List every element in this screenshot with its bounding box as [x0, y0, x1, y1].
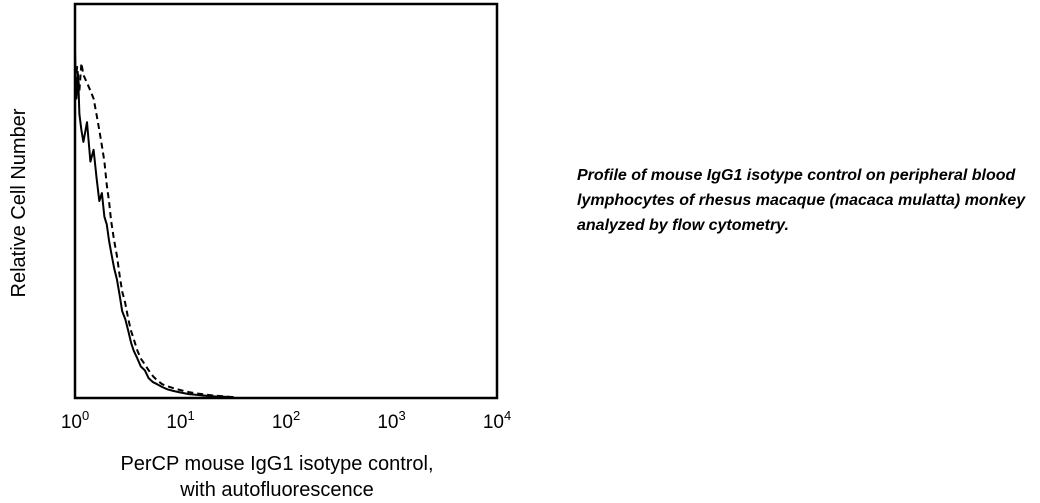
x-tick-label: 103	[377, 408, 405, 433]
x-tick-label: 100	[61, 408, 89, 433]
x-tick-labels: 100 101 102 103 104	[61, 408, 511, 433]
histogram-chart: 100 101 102 103 104 Relative Cell Number Per…	[8, 2, 511, 501]
plot-frame	[73, 2, 499, 400]
x-axis-label-line-1: PerCP mouse IgG1 isotype control,	[120, 453, 433, 475]
series-solid-line	[74, 51, 234, 399]
y-axis-label: Relative Cell Number	[8, 108, 30, 297]
series-dashed-line	[74, 62, 234, 399]
x-tick-label: 102	[272, 408, 300, 433]
x-tick-label: 104	[483, 408, 511, 433]
x-tick-label: 101	[166, 408, 194, 433]
figure-caption: Profile of mouse IgG1 isotype control on…	[577, 167, 1026, 234]
x-axis-label-line-2: with autofluorescence	[179, 479, 373, 501]
series-layer	[74, 51, 234, 399]
